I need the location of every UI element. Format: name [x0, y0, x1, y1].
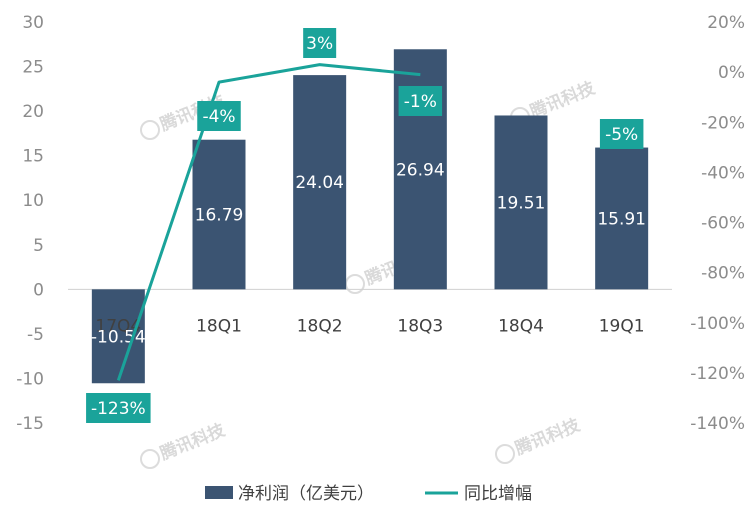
- bar: [494, 115, 548, 290]
- category-label: 18Q3: [397, 316, 443, 336]
- left-axis-tick: 25: [22, 58, 44, 78]
- watermark-logo-icon: [140, 120, 160, 140]
- left-axis-tick: 30: [22, 13, 44, 33]
- line-value-box: [303, 28, 337, 58]
- left-axis-tick: 10: [22, 191, 44, 211]
- bar-value-labels: -10.54 16.79 24.04 26.94 19.51 15.91: [91, 160, 646, 347]
- left-axis-tick: -15: [16, 414, 44, 434]
- right-axis-tick: -100%: [690, 314, 745, 334]
- bar-value-label: 19.51: [497, 193, 546, 213]
- right-axis-tick: 0%: [718, 63, 745, 83]
- line-value-label: -5%: [605, 125, 638, 145]
- left-axis-tick: 0: [33, 280, 44, 300]
- category-label: 19Q1: [599, 316, 645, 336]
- watermark-text: 腾讯科技: [157, 419, 229, 464]
- category-label: 18Q2: [297, 316, 343, 336]
- left-axis-tick: 20: [22, 102, 44, 122]
- line-value-box: [86, 393, 151, 423]
- right-axis-tick: -20%: [701, 113, 745, 133]
- legend-bar-label: 净利润（亿美元）: [238, 484, 374, 504]
- category-label: 18Q4: [498, 316, 544, 336]
- watermark-logo-icon: [495, 444, 515, 464]
- line-value-label: -123%: [91, 399, 146, 419]
- right-axis: 20% 0% -20% -40% -60% -80% -100% -120% -140%: [690, 13, 745, 434]
- watermark-text: 腾讯科技: [512, 414, 584, 459]
- line-value-labels: -123% -4% 3% -1% -5%: [86, 28, 644, 423]
- line-value-label: -4%: [202, 107, 235, 127]
- bar-series: [91, 49, 649, 384]
- line-value-label: -1%: [404, 92, 437, 112]
- yoy-line: [116, 63, 421, 381]
- right-axis-tick: -140%: [690, 414, 745, 434]
- line-value-box: [197, 101, 241, 131]
- left-axis: 30 25 20 15 10 5 0 -5 -10 -15: [16, 13, 44, 434]
- right-axis-tick: -40%: [701, 163, 745, 183]
- bar-value-label: 26.94: [396, 160, 445, 180]
- left-axis-tick: 5: [33, 236, 44, 256]
- legend-line-label: 同比增幅: [464, 484, 532, 504]
- right-axis-tick: -120%: [690, 364, 745, 384]
- bar: [192, 139, 246, 290]
- right-axis-tick: -80%: [701, 264, 745, 284]
- bar: [91, 289, 145, 384]
- line-value-label: 3%: [306, 34, 333, 54]
- left-axis-tick: 15: [22, 147, 44, 167]
- left-axis-tick: -5: [27, 325, 44, 345]
- line-value-box: [599, 119, 644, 149]
- line-value-box: [398, 86, 443, 116]
- bar: [293, 75, 347, 290]
- legend-bar-swatch: [205, 486, 233, 499]
- category-labels: 17Q4 18Q1 18Q2 18Q3 18Q4 19Q1: [95, 316, 644, 336]
- line-series: [116, 63, 421, 381]
- bar: [595, 147, 649, 290]
- legend: 净利润（亿美元） 同比增幅: [205, 484, 532, 504]
- bar-value-label: 24.04: [295, 173, 344, 193]
- category-label: 17Q4: [95, 316, 141, 336]
- bar-value-label: 16.79: [195, 206, 244, 226]
- watermark-logo-icon: [345, 274, 365, 294]
- right-axis-tick: -60%: [701, 214, 745, 234]
- right-axis-tick: 20%: [707, 13, 745, 33]
- left-axis-tick: -10: [16, 369, 44, 389]
- category-label: 18Q1: [196, 316, 242, 336]
- bar-value-label: -10.54: [91, 327, 146, 347]
- bar-value-label: 15.91: [597, 209, 646, 229]
- watermark-logo-icon: [140, 449, 160, 469]
